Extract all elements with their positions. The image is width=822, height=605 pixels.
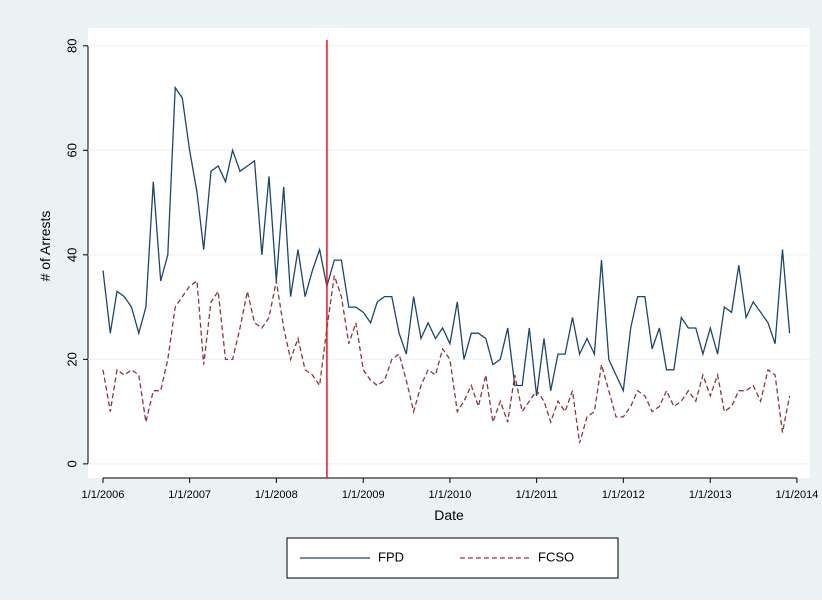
x-tick-label: 1/1/2010 [429, 489, 472, 501]
plot-area [88, 28, 810, 478]
series-line [102, 85, 791, 396]
x-tick-label: 1/1/2012 [602, 489, 645, 501]
x-tick-label: 1/1/2008 [255, 489, 298, 501]
x-tick-label: 1/1/2014 [776, 489, 819, 501]
y-tick-label: 40 [64, 248, 79, 262]
y-tick-label: 0 [64, 460, 79, 467]
x-tick-label: 1/1/2011 [516, 489, 558, 501]
x-tick-label: 1/1/2013 [689, 489, 732, 501]
legend-label: FCSO [538, 549, 574, 564]
x-tick-label: 1/1/2009 [342, 489, 385, 501]
y-tick-label: 60 [64, 143, 79, 157]
y-axis-title: # of Arrests [37, 211, 53, 282]
x-tick-label: 1/1/2007 [168, 489, 211, 501]
x-tick-label: 1/1/2006 [82, 489, 125, 501]
y-tick-label: 20 [64, 352, 79, 366]
x-axis-title: Date [434, 507, 464, 523]
series-line [102, 275, 791, 444]
y-tick-label: 80 [64, 39, 79, 53]
legend-label: FPD [378, 549, 404, 564]
